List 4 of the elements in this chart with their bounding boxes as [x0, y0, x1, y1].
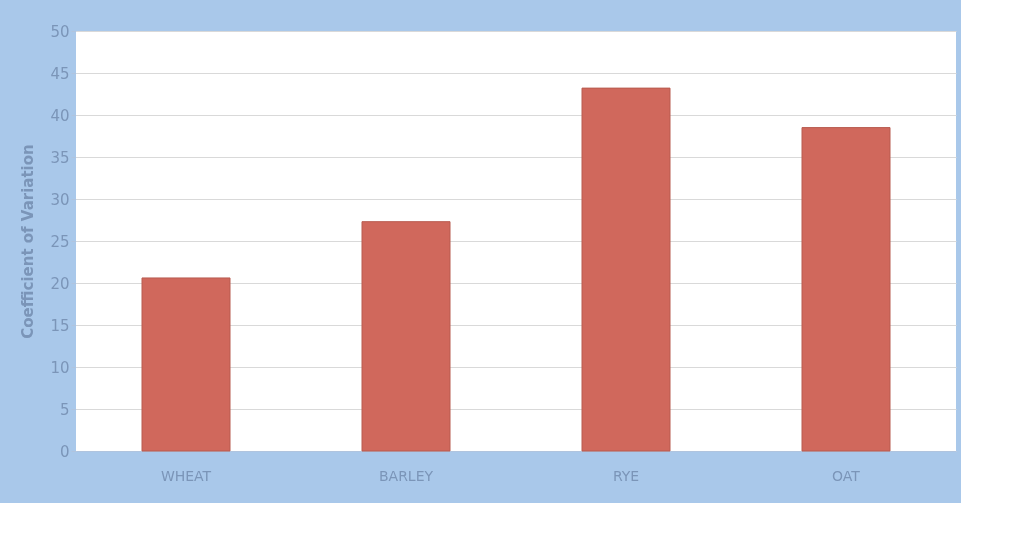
bar: [141, 277, 231, 452]
bar: [801, 127, 891, 452]
bar: [361, 221, 451, 452]
bar: [581, 87, 671, 452]
